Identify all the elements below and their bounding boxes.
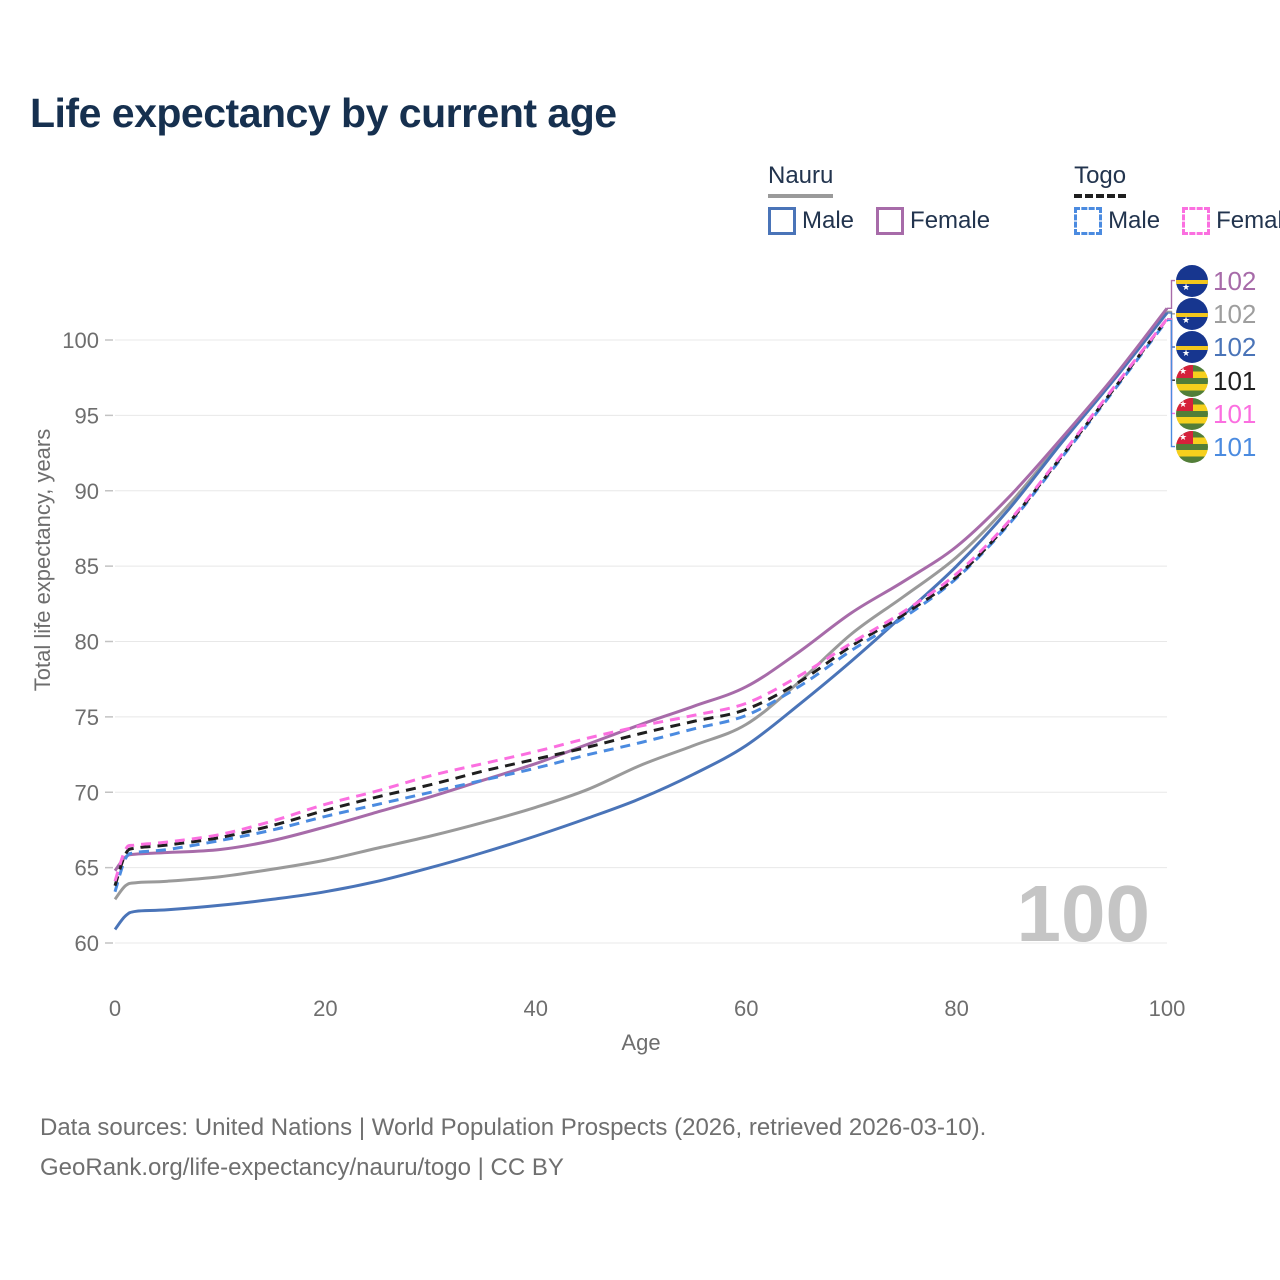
flag-stripe: [1176, 346, 1208, 351]
footer-link[interactable]: GeoRank.org/life-expectancy/nauru/togo |…: [40, 1154, 564, 1181]
flag-canton: [1176, 431, 1193, 444]
footer: Data sources: United Nations | World Pop…: [40, 1108, 986, 1188]
togo-flag-icon: ★: [1176, 397, 1208, 430]
page-title: Life expectancy by current age: [30, 90, 617, 136]
end-label-row: ★ 102: [1176, 297, 1256, 331]
legend-item-label: Male: [802, 207, 855, 234]
nauru-flag-icon: ★: [1176, 331, 1208, 364]
togo-flag-icon: ★: [1176, 431, 1208, 463]
flag-star: ★: [1179, 398, 1188, 409]
flag-canton: [1176, 397, 1193, 411]
dashed-line-swatch-icon: [1074, 207, 1103, 235]
end-value-label: 101: [1213, 432, 1257, 462]
age-watermark: 100: [1017, 869, 1150, 958]
x-tick-label: 80: [944, 996, 968, 1021]
y-tick-label: 100: [62, 328, 99, 353]
legend-item-label: Female: [1216, 207, 1280, 234]
leader-line: [1167, 279, 1175, 309]
legend-item-nauru-male[interactable]: Male: [768, 207, 854, 235]
flag-canton: [1176, 364, 1193, 378]
chart-line-nauru-male[interactable]: [113, 311, 1169, 931]
leader-line: [1167, 319, 1175, 448]
flag-star: ★: [1179, 365, 1188, 376]
end-label-row: ★ 101: [1176, 364, 1256, 398]
legend-items-nauru: Male Female: [768, 207, 990, 235]
end-value-label: 102: [1213, 266, 1257, 296]
end-label-row: ★ 102: [1176, 264, 1256, 298]
y-tick-label: 80: [75, 630, 99, 655]
end-value-label: 101: [1213, 365, 1257, 396]
x-tick-label: 40: [524, 996, 548, 1021]
flag-star: ★: [1182, 348, 1191, 359]
x-tick-label: 20: [313, 996, 337, 1021]
y-tick-label: 65: [75, 856, 99, 881]
x-tick-label: 100: [1149, 996, 1186, 1021]
y-axis-title: Total life expectancy, years: [30, 429, 55, 692]
chart-line-togo-male[interactable]: [113, 319, 1169, 893]
x-tick-label: 60: [734, 996, 758, 1021]
y-tick-label: 70: [75, 780, 99, 805]
legend-item-nauru-female[interactable]: Female: [876, 207, 990, 235]
flag-star: ★: [1179, 432, 1188, 442]
y-tick-label: 60: [75, 931, 99, 956]
end-label-row: ★ 101: [1176, 397, 1256, 431]
end-label-row: ★ 101: [1176, 430, 1256, 464]
end-value-label: 102: [1213, 332, 1257, 363]
solid-line-swatch-icon: [876, 207, 905, 235]
end-label-row: ★ 102: [1176, 330, 1256, 364]
legend-items-togo: Male Female: [1074, 207, 1280, 235]
legend-title-nauru[interactable]: Nauru: [768, 162, 834, 198]
chart-line-nauru-female[interactable]: [113, 307, 1169, 872]
legend: Nauru Male Female Togo Male: [768, 162, 1280, 235]
legend-title-togo[interactable]: Togo: [1074, 162, 1127, 198]
x-tick-label: 0: [109, 996, 121, 1021]
chart-line-nauru-both-sexes[interactable]: [113, 310, 1169, 901]
x-axis-title: Age: [621, 1030, 660, 1055]
legend-item-togo-female[interactable]: Female: [1182, 207, 1280, 235]
y-tick-label: 85: [75, 554, 99, 579]
nauru-flag-icon: ★: [1176, 265, 1208, 297]
legend-item-togo-male[interactable]: Male: [1074, 207, 1160, 235]
legend-item-label: Male: [1108, 207, 1161, 234]
legend-group-nauru: Nauru Male Female: [768, 162, 990, 235]
flag-stripe: [1176, 280, 1208, 284]
legend-group-togo: Togo Male Female: [1074, 162, 1280, 235]
end-value-label: 102: [1213, 299, 1257, 330]
nauru-flag-icon: ★: [1176, 298, 1208, 331]
end-value-label: 101: [1213, 398, 1257, 429]
y-tick-label: 95: [75, 403, 99, 428]
chart-line-togo-both-sexes[interactable]: [113, 317, 1169, 887]
y-tick-label: 75: [75, 705, 99, 730]
flag-stripe: [1176, 313, 1208, 318]
solid-line-swatch-icon: [768, 207, 796, 235]
flag-star: ★: [1182, 315, 1191, 326]
legend-item-label: Female: [910, 207, 991, 234]
y-tick-label: 90: [75, 479, 99, 504]
chart-line-togo-female[interactable]: [113, 317, 1169, 882]
flag-star: ★: [1182, 282, 1191, 292]
togo-flag-icon: ★: [1176, 364, 1208, 397]
footer-sources: Data sources: United Nations | World Pop…: [40, 1114, 987, 1141]
dashed-line-swatch-icon: [1182, 207, 1211, 235]
